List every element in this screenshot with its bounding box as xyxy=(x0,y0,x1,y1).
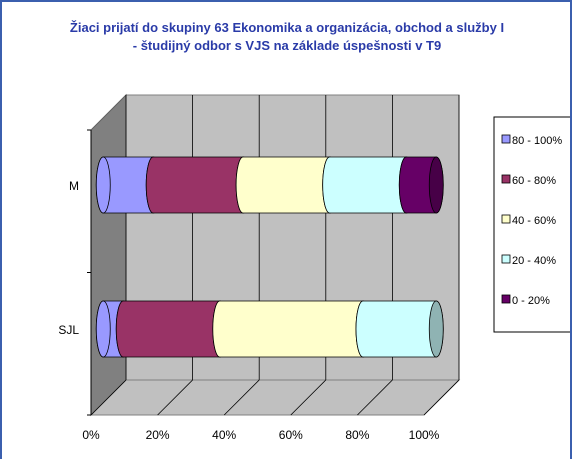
x-tick-label: 60% xyxy=(279,428,303,442)
bar-end-cap xyxy=(428,300,444,358)
floor-gridline xyxy=(423,379,460,416)
bar-start-cap xyxy=(95,300,111,358)
bar-body xyxy=(115,300,228,358)
chart-walls xyxy=(89,93,461,417)
bar-segment xyxy=(355,300,444,358)
legend-swatch xyxy=(501,294,511,304)
legend-swatch xyxy=(501,214,511,224)
floor-gridline xyxy=(357,379,393,416)
floor-gridline xyxy=(90,379,127,416)
bar-body xyxy=(145,156,251,214)
bar-segment xyxy=(145,156,251,214)
x-tick-label: 80% xyxy=(345,428,369,442)
chart-title-line1: Žiaci prijatí do skupiny 63 Ekonomika a … xyxy=(70,20,504,35)
floor-gridline xyxy=(290,379,327,416)
legend-label: 40 - 60% xyxy=(512,215,556,227)
legend-label: 20 - 40% xyxy=(512,255,556,267)
chart-title-line2: - študijný odbor s VJS na základe úspešn… xyxy=(133,38,441,53)
x-tick-label: 20% xyxy=(146,428,170,442)
floor-gridline xyxy=(223,379,260,416)
y-tick-label: SJL xyxy=(58,323,79,337)
legend-label: 80 - 100% xyxy=(512,135,562,147)
x-tick-label: 40% xyxy=(212,428,236,442)
floor xyxy=(89,379,461,416)
legend-swatch xyxy=(501,134,511,144)
x-tick-label: 0% xyxy=(82,428,100,442)
chart-legend: 80 - 100% 60 - 80% 40 - 60% 20 - 40% 0 - 20% xyxy=(493,116,572,333)
bar-body xyxy=(235,156,338,214)
bar-start-cap xyxy=(95,156,111,214)
x-tick-label: 100% xyxy=(409,428,440,442)
chart-axes: 0% 20% 40% 60% 80% 100% M SJL xyxy=(58,129,440,442)
side-wall xyxy=(90,93,127,417)
bar-end-cap xyxy=(428,156,444,214)
legend-label: 0 - 20% xyxy=(512,295,550,307)
bar-segment xyxy=(398,156,444,214)
bar-segment xyxy=(235,156,338,214)
floor-gridline xyxy=(157,379,193,416)
legend-swatch xyxy=(501,174,511,184)
bar-segment xyxy=(115,300,228,358)
chart-svg: Žiaci prijatí do skupiny 63 Ekonomika a … xyxy=(58,20,572,442)
bar-body xyxy=(212,300,371,358)
legend-swatch xyxy=(501,254,511,264)
legend-label: 60 - 80% xyxy=(512,175,556,187)
chart-bars xyxy=(95,156,444,358)
bar-segment xyxy=(212,300,371,358)
y-tick-label: M xyxy=(69,179,79,193)
